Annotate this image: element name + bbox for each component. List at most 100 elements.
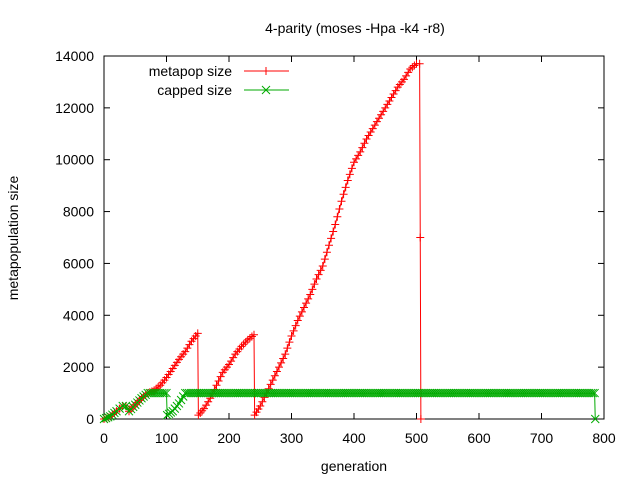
data-point xyxy=(277,358,286,367)
data-point xyxy=(333,212,342,221)
data-point xyxy=(291,321,300,330)
y-tick-label: 4000 xyxy=(63,307,94,323)
data-point xyxy=(121,401,131,411)
data-point xyxy=(153,388,163,398)
data-point xyxy=(200,404,208,413)
data-point xyxy=(377,110,386,119)
data-point xyxy=(588,388,598,398)
data-point xyxy=(385,96,394,105)
data-point xyxy=(279,354,288,363)
data-point xyxy=(335,204,344,213)
x-tick-label: 300 xyxy=(280,430,304,446)
data-point xyxy=(289,326,298,335)
data-point xyxy=(160,388,169,398)
data-point xyxy=(143,388,153,398)
data-point xyxy=(356,147,365,156)
legend-swatch-marker xyxy=(261,85,271,95)
data-point xyxy=(214,376,223,385)
data-point xyxy=(416,233,425,242)
data-point xyxy=(216,372,225,381)
data-point xyxy=(212,381,221,390)
data-point xyxy=(370,121,379,130)
data-point xyxy=(239,340,248,349)
data-point xyxy=(185,340,194,349)
data-point xyxy=(415,59,424,68)
data-point xyxy=(227,357,236,366)
data-point xyxy=(310,280,319,289)
data-point xyxy=(295,312,304,321)
data-point xyxy=(590,388,599,398)
data-point xyxy=(293,316,302,325)
plot-frame xyxy=(103,55,605,420)
data-point xyxy=(202,401,211,410)
data-point xyxy=(347,164,356,173)
data-point xyxy=(312,274,321,283)
data-point xyxy=(304,294,313,303)
data-point xyxy=(245,334,254,343)
legend-label: metapop size xyxy=(149,63,232,79)
y-tick-label: 12000 xyxy=(55,100,94,116)
y-axis-label: metapopulation size xyxy=(5,176,21,301)
data-point xyxy=(270,371,279,380)
data-point xyxy=(416,415,425,423)
data-point xyxy=(320,255,329,264)
data-point xyxy=(247,332,256,341)
data-point xyxy=(402,71,411,80)
x-tick-label: 700 xyxy=(530,430,554,446)
y-tick-label: 0 xyxy=(86,411,94,427)
data-point xyxy=(341,183,350,192)
data-point xyxy=(368,124,377,133)
data-point xyxy=(306,290,315,299)
data-point xyxy=(316,266,325,275)
data-point xyxy=(406,64,415,73)
data-point xyxy=(145,388,155,398)
data-point xyxy=(343,176,352,185)
x-tick-label: 800 xyxy=(592,430,616,446)
data-point xyxy=(318,262,327,271)
data-point xyxy=(410,61,419,70)
data-point xyxy=(196,408,205,417)
data-point xyxy=(155,388,165,398)
legend-swatch-marker xyxy=(262,67,270,75)
data-point xyxy=(327,234,336,243)
data-point xyxy=(281,350,290,359)
data-point xyxy=(362,134,371,143)
data-point xyxy=(383,100,392,109)
data-point xyxy=(302,299,311,308)
series-metapop-size xyxy=(100,59,425,423)
data-point xyxy=(103,412,113,422)
chart-title: 4-parity (moses -Hpa -k4 -r8) xyxy=(265,20,445,36)
data-point xyxy=(149,388,159,398)
data-point xyxy=(308,285,317,294)
data-point xyxy=(297,307,306,316)
data-point xyxy=(350,158,358,167)
data-point xyxy=(283,344,292,353)
data-point xyxy=(285,338,294,347)
data-point xyxy=(275,363,283,372)
data-point xyxy=(183,344,192,353)
data-point xyxy=(339,190,348,199)
data-point xyxy=(250,330,258,339)
x-tick-label: 200 xyxy=(217,430,241,446)
data-point xyxy=(381,103,390,112)
y-tick-label: 8000 xyxy=(63,204,94,220)
data-point xyxy=(241,338,250,347)
data-point xyxy=(204,397,213,406)
data-point xyxy=(287,332,296,341)
data-point xyxy=(360,139,369,148)
x-tick-label: 400 xyxy=(342,430,366,446)
data-point xyxy=(379,107,388,116)
data-point xyxy=(300,303,308,312)
x-tick-label: 100 xyxy=(155,430,179,446)
plot-area: 0 100 200 300 400 500 600 700 800 0 2000 4000 6000 8… xyxy=(55,48,616,446)
data-point xyxy=(358,143,367,152)
data-point xyxy=(364,131,373,140)
legend: metapop size capped size xyxy=(149,63,289,98)
data-point xyxy=(389,90,398,99)
y-tick-label: 2000 xyxy=(63,359,94,375)
data-point xyxy=(151,388,161,398)
y-axis-ticks: 0 2000 4000 6000 8000 10000 12000 14000 xyxy=(55,48,604,427)
data-point xyxy=(352,154,361,163)
data-point xyxy=(375,114,383,123)
